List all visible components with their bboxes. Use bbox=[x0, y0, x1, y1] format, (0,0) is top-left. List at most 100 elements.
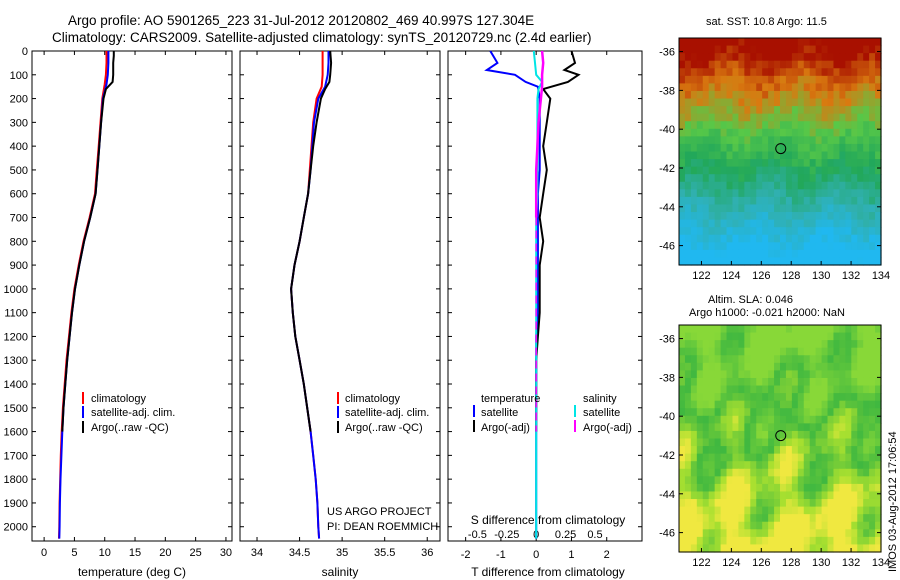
heatmap-cell bbox=[708, 181, 716, 190]
heatmap-cell bbox=[827, 446, 835, 455]
heatmap-cell bbox=[845, 159, 852, 168]
heatmap-cell bbox=[762, 128, 769, 137]
heatmap-cell bbox=[726, 90, 734, 100]
heatmap-cell bbox=[768, 83, 775, 92]
heatmap-cell bbox=[857, 370, 864, 379]
heatmap-cell bbox=[845, 385, 852, 394]
heatmap-cell bbox=[863, 340, 870, 349]
heatmap-cell bbox=[768, 423, 775, 432]
heatmap-cell bbox=[857, 468, 864, 477]
heatmap-cell bbox=[714, 370, 722, 379]
heatmap-cell bbox=[744, 506, 751, 515]
heatmap-cell bbox=[821, 491, 829, 500]
heatmap-cell bbox=[780, 249, 787, 259]
heatmap-cell bbox=[684, 257, 692, 266]
heatmap-cell bbox=[679, 38, 686, 47]
heatmap-cell bbox=[690, 45, 698, 54]
heatmap-cell bbox=[785, 249, 793, 259]
heatmap-cell bbox=[809, 189, 817, 198]
heatmap-cell bbox=[851, 476, 858, 485]
heatmap-cell bbox=[797, 136, 805, 145]
heatmap-cell bbox=[696, 53, 704, 62]
heatmap-cell bbox=[702, 249, 710, 259]
heatmap-cell bbox=[809, 242, 817, 251]
heatmap-cell bbox=[863, 536, 870, 546]
heatmap-cell bbox=[768, 461, 775, 470]
heatmap-cell bbox=[803, 121, 811, 130]
heatmap-cell bbox=[875, 340, 882, 349]
heatmap-cell bbox=[827, 385, 835, 394]
heatmap-cell bbox=[785, 355, 793, 364]
heatmap-cell bbox=[768, 249, 775, 259]
heatmap-cell bbox=[714, 189, 722, 198]
heatmap-cell bbox=[791, 181, 799, 190]
x-tick-label: 0 bbox=[41, 547, 47, 559]
heatmap-cell bbox=[863, 106, 870, 115]
heatmap-cell bbox=[690, 362, 698, 371]
heatmap-cell bbox=[750, 83, 757, 92]
heatmap-cell bbox=[839, 491, 846, 500]
heatmap-cell bbox=[750, 227, 757, 236]
legend-label-s-satellite: satellite bbox=[583, 407, 620, 419]
heatmap-cell bbox=[851, 68, 858, 77]
heatmap-cell bbox=[679, 438, 686, 447]
heatmap-cell bbox=[833, 196, 841, 206]
heatmap-cell bbox=[803, 143, 811, 153]
heatmap-cell bbox=[774, 370, 781, 379]
heatmap-cell bbox=[803, 219, 811, 228]
heatmap-cell bbox=[839, 438, 846, 447]
heatmap-cell bbox=[714, 75, 722, 84]
heatmap-cell bbox=[762, 227, 769, 236]
heatmap-cell bbox=[679, 68, 686, 77]
y-tick-label: 0 bbox=[22, 46, 28, 58]
heatmap-cell bbox=[684, 461, 692, 470]
heatmap-cell bbox=[756, 219, 763, 228]
heatmap-cell bbox=[696, 136, 704, 145]
heatmap-cell bbox=[863, 227, 870, 236]
heatmap-cell bbox=[744, 340, 751, 349]
heatmap-cell bbox=[827, 75, 835, 84]
heatmap-cell bbox=[875, 38, 882, 47]
heatmap-cell bbox=[863, 370, 870, 379]
heatmap-cell bbox=[809, 234, 817, 243]
heatmap-cell bbox=[785, 415, 793, 424]
heatmap-cell bbox=[863, 136, 870, 145]
heatmap-cell bbox=[738, 181, 745, 190]
heatmap-cell bbox=[750, 332, 757, 341]
heatmap-cell bbox=[738, 385, 745, 394]
heatmap-cell bbox=[762, 438, 769, 447]
heatmap-cell bbox=[785, 362, 793, 371]
heatmap-cell bbox=[756, 83, 763, 92]
heatmap-cell bbox=[851, 212, 858, 221]
heatmap-cell bbox=[708, 544, 716, 553]
heatmap-cell bbox=[875, 219, 882, 228]
heatmap-cell bbox=[756, 75, 763, 84]
heatmap-cell bbox=[679, 212, 686, 221]
heatmap-cell bbox=[708, 60, 716, 69]
heatmap-cell bbox=[780, 529, 787, 538]
heatmap-cell bbox=[785, 476, 793, 485]
heatmap-cell bbox=[708, 83, 716, 92]
heatmap-cell bbox=[827, 128, 835, 137]
heatmap-cell bbox=[774, 151, 781, 160]
heatmap-cell bbox=[821, 370, 829, 379]
heatmap-cell bbox=[827, 227, 835, 236]
heatmap-cell bbox=[809, 468, 817, 477]
heatmap-cell bbox=[780, 370, 787, 379]
heatmap-cell bbox=[720, 544, 728, 553]
heatmap-cell bbox=[750, 121, 757, 130]
heatmap-cell bbox=[833, 461, 841, 470]
heatmap-cell bbox=[857, 90, 864, 100]
heatmap-cell bbox=[726, 544, 734, 553]
heatmap-cell bbox=[839, 400, 846, 409]
heatmap-cell bbox=[821, 544, 829, 553]
heatmap-cell bbox=[708, 45, 716, 54]
heatmap-cell bbox=[684, 174, 692, 183]
heatmap-cell bbox=[821, 483, 829, 493]
heatmap-cell bbox=[833, 393, 841, 402]
heatmap-cell bbox=[827, 544, 835, 553]
heatmap-cell bbox=[774, 68, 781, 77]
heatmap-cell bbox=[756, 529, 763, 538]
heatmap-cell bbox=[869, 98, 876, 107]
heatmap-cell bbox=[756, 385, 763, 394]
